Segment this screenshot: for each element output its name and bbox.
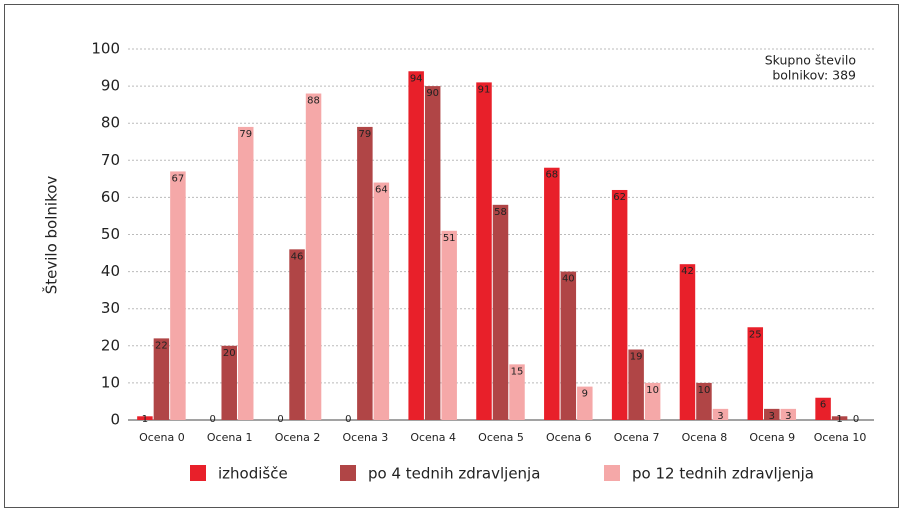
bar [424,86,441,420]
data-label: 22 [155,340,168,351]
legend-swatch [340,465,356,481]
x-tick-label: Ocena 9 [749,431,795,444]
bar [153,338,170,420]
x-tick-label: Ocena 10 [814,431,867,444]
data-label: 19 [630,352,643,363]
data-label: 9 [582,389,588,400]
data-label: 10 [698,385,711,396]
x-tick-label: Ocena 7 [614,431,660,444]
y-tick-label: 50 [101,225,120,243]
data-label: 0 [853,414,859,425]
bar [492,204,509,420]
bar [815,397,831,420]
data-label: 42 [681,266,694,277]
frame [4,4,899,508]
data-label: 79 [358,129,371,140]
y-tick-label: 0 [110,411,120,429]
bar [137,416,153,420]
data-label: 1 [836,414,842,425]
y-tick-label: 60 [101,188,120,206]
bar [237,126,254,420]
legend-swatch [190,465,206,481]
data-label: 68 [545,170,558,181]
data-label: 79 [239,129,252,140]
bar [357,126,373,420]
annotation: bolnikov: 389 [772,68,856,83]
data-label: 25 [749,329,762,340]
bar [441,230,457,420]
annotation: Skupno število [765,53,856,68]
x-tick-label: Ocena 4 [410,431,456,444]
bar [628,349,644,420]
data-label: 20 [223,348,236,359]
data-label: 3 [785,411,791,422]
data-label: 15 [511,366,524,377]
y-tick-label: 100 [91,40,120,58]
bar [679,264,696,420]
data-label: 90 [426,88,439,99]
bar [476,82,492,420]
x-tick-label: Ocena 0 [139,431,185,444]
y-tick-label: 10 [101,373,120,391]
bar [764,408,780,420]
bar [305,93,322,421]
bar [780,408,797,420]
data-label: 3 [717,411,723,422]
bar [611,189,628,420]
x-tick-label: Ocena 1 [207,431,253,444]
y-tick-label: 40 [101,262,120,280]
y-axis-label: Število bolnikov [42,176,61,295]
x-tick-label: Ocena 2 [275,431,321,444]
legend-label: izhodišče [218,465,288,483]
bar [577,386,593,420]
y-tick-label: 70 [101,151,120,169]
legend-label: po 4 tednih zdravljenja [368,465,540,483]
bar [170,171,186,420]
bar [373,182,390,420]
data-label: 0 [345,414,351,425]
bar [544,167,560,420]
y-tick-label: 30 [101,299,120,317]
data-label: 3 [769,411,775,422]
bar [747,327,764,420]
bar [644,382,661,420]
bar [221,345,237,420]
y-tick-label: 90 [101,77,120,95]
bar [831,416,848,420]
bar [560,271,577,420]
data-label: 51 [443,233,456,244]
legend-label: po 12 tednih zdravljenja [632,465,814,483]
data-label: 6 [820,400,826,411]
bar [509,364,525,420]
data-label: 88 [307,96,320,107]
y-tick-label: 80 [101,114,120,132]
x-tick-label: Ocena 5 [478,431,524,444]
x-tick-label: Ocena 3 [343,431,389,444]
data-label: 91 [478,84,491,95]
data-label: 0 [277,414,283,425]
data-label: 67 [172,173,185,184]
data-label: 1 [142,414,148,425]
data-label: 94 [410,73,423,84]
data-label: 64 [375,185,388,196]
bar [289,249,305,420]
data-label: 40 [562,274,575,285]
x-tick-label: Ocena 6 [546,431,592,444]
data-label: 10 [646,385,659,396]
bar [712,408,729,420]
data-label: 0 [210,414,216,425]
bar [696,382,712,420]
legend-swatch [604,465,620,481]
y-tick-label: 20 [101,336,120,354]
x-tick-label: Ocena 8 [682,431,728,444]
data-label: 46 [291,251,304,262]
data-label: 62 [613,192,626,203]
bar [408,71,424,420]
data-label: 58 [494,207,507,218]
